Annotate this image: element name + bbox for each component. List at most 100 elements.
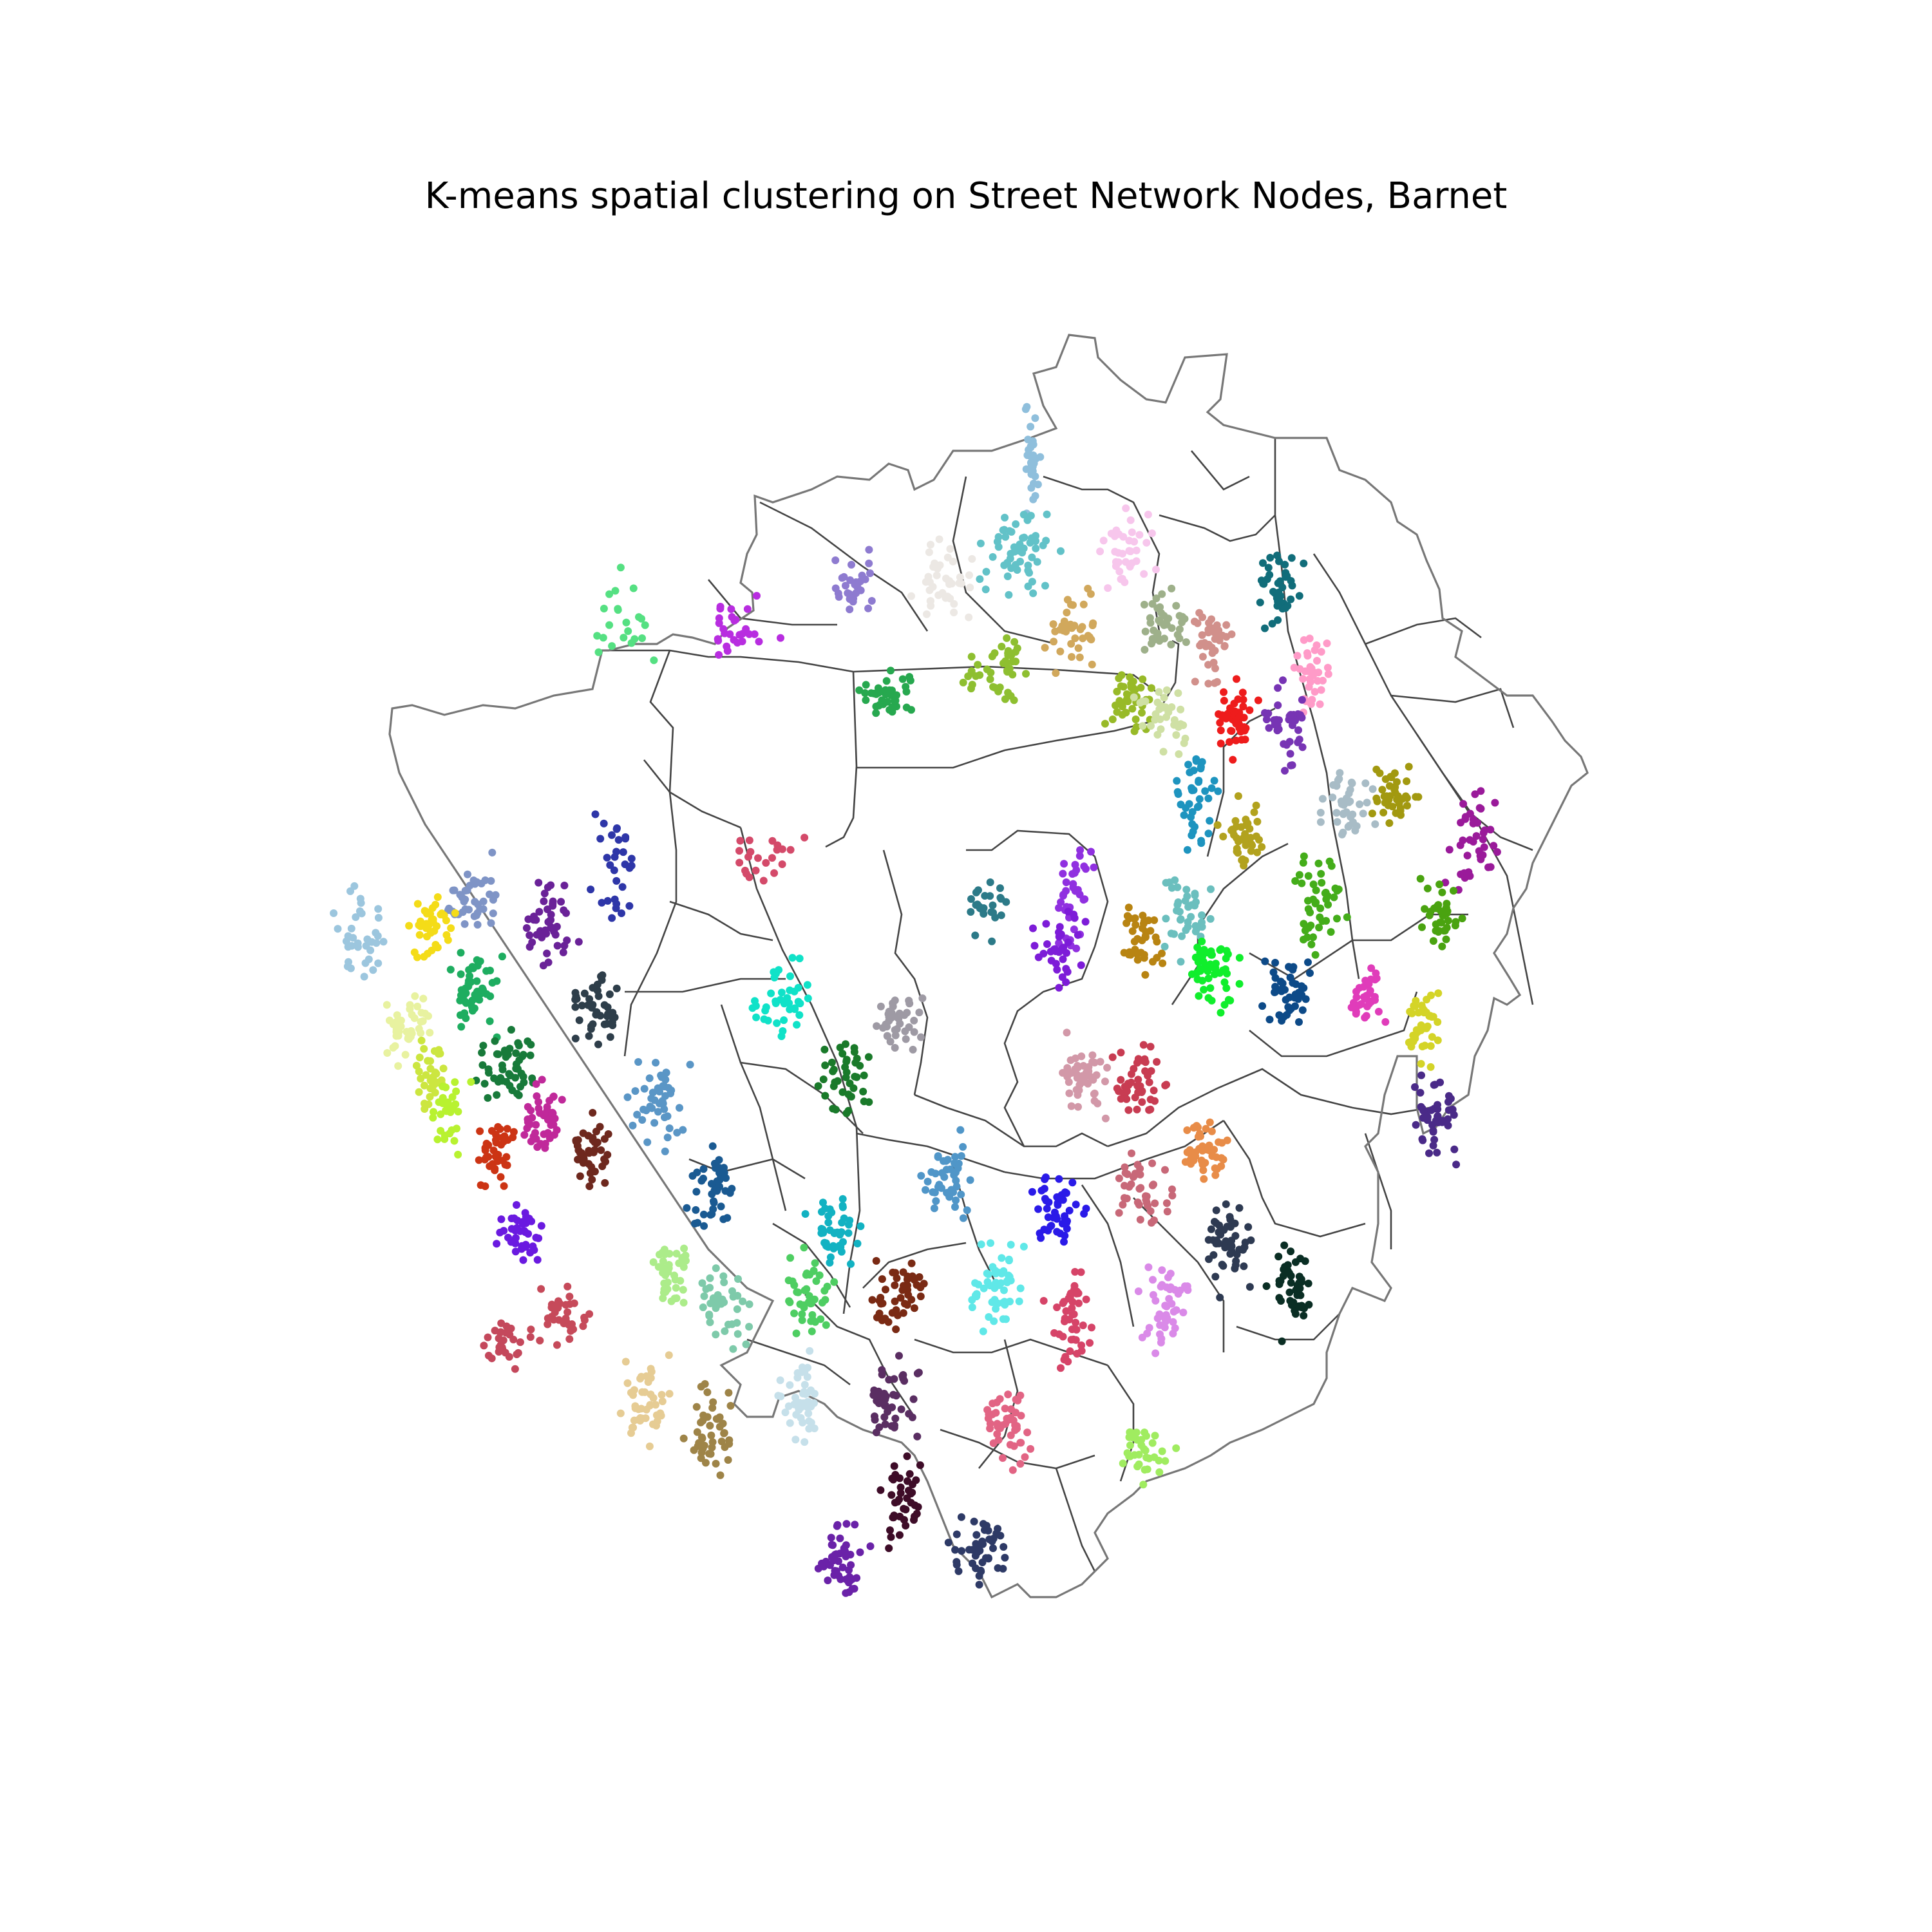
street-node (1132, 723, 1141, 731)
street-node (1133, 1435, 1141, 1444)
street-node (1332, 809, 1341, 817)
street-node (665, 1084, 672, 1092)
street-node (650, 1096, 659, 1104)
street-node (421, 1105, 429, 1113)
street-node (910, 1016, 918, 1025)
street-node (708, 1438, 717, 1446)
street-node (972, 1564, 980, 1573)
street-node (994, 1299, 1002, 1307)
street-node (679, 1263, 688, 1271)
street-node (907, 592, 915, 600)
street-node (697, 1448, 706, 1457)
street-node (1231, 716, 1240, 724)
cluster-2 (1096, 504, 1160, 592)
street-node (1261, 957, 1269, 965)
street-node (1323, 639, 1331, 647)
street-node (874, 1392, 882, 1400)
street-node (697, 1418, 705, 1426)
street-node (1217, 945, 1226, 953)
street-node (678, 1254, 687, 1262)
street-node (1284, 1003, 1293, 1011)
street-node (1253, 817, 1262, 826)
cluster-22 (1441, 787, 1501, 894)
street-node (735, 858, 744, 867)
street-node (896, 1474, 904, 1482)
street-node (1434, 1018, 1442, 1026)
street-node (1024, 582, 1032, 591)
street-node (768, 854, 776, 862)
street-node (1445, 846, 1454, 854)
street-node (623, 1093, 632, 1101)
street-node (533, 1092, 541, 1101)
street-node (1194, 1133, 1202, 1141)
street-node (1089, 619, 1097, 627)
street-node (605, 621, 614, 629)
street-node (1068, 1179, 1077, 1187)
street-node (1128, 528, 1136, 536)
street-node (348, 942, 356, 950)
street-node (803, 981, 811, 989)
street-node (723, 642, 731, 650)
street-node (1429, 937, 1437, 945)
street-node (1058, 973, 1066, 981)
street-node (475, 1156, 483, 1164)
street-node (554, 1303, 562, 1312)
street-node (549, 1316, 558, 1324)
street-node (997, 895, 1005, 903)
cluster-27 (1029, 907, 1090, 992)
street-node (588, 1175, 596, 1184)
street-node (1077, 1052, 1086, 1061)
street-node (930, 1204, 938, 1213)
cluster-65 (1134, 1263, 1192, 1358)
street-node (1248, 841, 1256, 849)
street-node (431, 900, 440, 909)
street-node (848, 1585, 857, 1593)
street-node (1001, 1301, 1009, 1309)
street-node (1209, 1251, 1218, 1259)
cluster-56 (1108, 1041, 1170, 1114)
street-node (1137, 683, 1145, 692)
street-node (1152, 594, 1160, 603)
street-node (1059, 891, 1067, 900)
cluster-18 (1173, 755, 1222, 854)
street-node (536, 1336, 544, 1345)
street-node (1071, 1267, 1079, 1276)
street-node (1183, 1126, 1191, 1134)
street-node (1303, 649, 1311, 658)
street-node (1117, 682, 1125, 690)
street-node (1295, 592, 1303, 600)
street-node (895, 1014, 903, 1023)
street-node (1296, 1255, 1305, 1263)
street-node (426, 1093, 434, 1101)
street-node (1426, 1063, 1435, 1071)
street-node (1331, 884, 1340, 893)
street-node (1231, 817, 1240, 825)
street-node (1174, 689, 1182, 697)
street-node (849, 1084, 858, 1092)
street-node (779, 1027, 787, 1035)
street-node (817, 1229, 826, 1237)
street-node (589, 1108, 597, 1117)
street-node (903, 1452, 911, 1461)
street-node (882, 1285, 889, 1294)
street-node (992, 1278, 1000, 1287)
street-node (1009, 1466, 1017, 1474)
street-node (1101, 1077, 1109, 1086)
street-node (1003, 634, 1011, 642)
street-node (800, 833, 809, 842)
street-node (621, 860, 629, 869)
street-node (826, 1253, 835, 1262)
street-node (1040, 1184, 1048, 1193)
street-node (1274, 616, 1282, 624)
street-node (487, 876, 495, 885)
street-node (1357, 1000, 1365, 1008)
street-node (565, 1321, 573, 1329)
street-node (528, 1074, 536, 1083)
street-node (1139, 911, 1147, 920)
street-node (1406, 1007, 1414, 1016)
street-node (870, 689, 878, 697)
street-node (1175, 907, 1184, 916)
street-node (1141, 1058, 1150, 1066)
street-node (374, 914, 383, 922)
street-node (1281, 766, 1289, 775)
